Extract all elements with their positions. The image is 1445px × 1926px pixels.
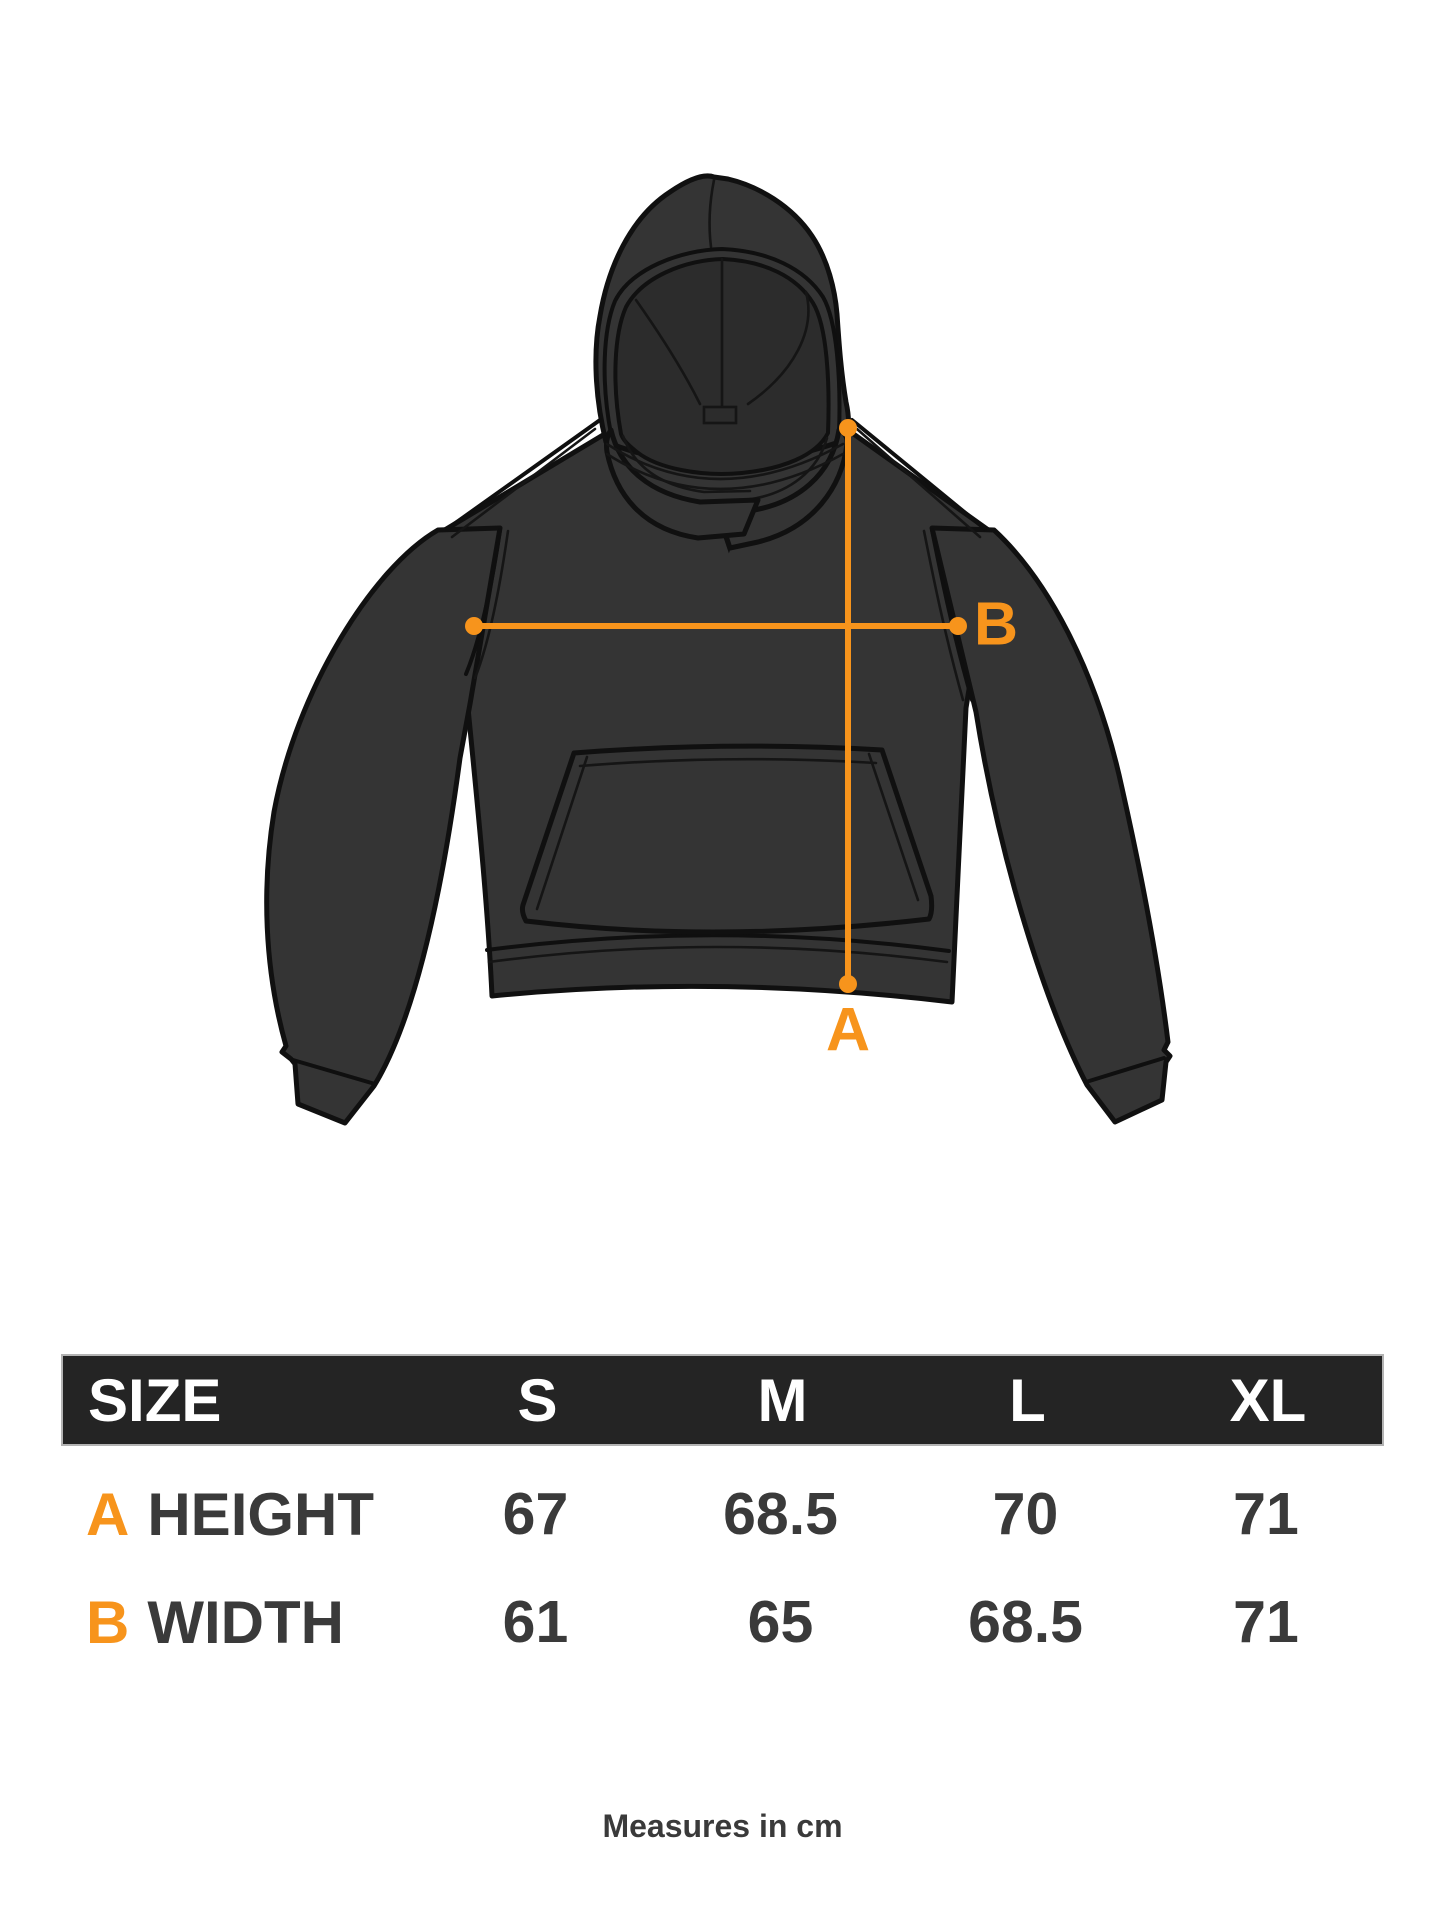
kangaroo-pocket	[519, 743, 935, 935]
column-header-m: M	[757, 1366, 808, 1434]
height-value-l: 70	[992, 1481, 1059, 1547]
row-name-width: WIDTH	[147, 1588, 344, 1656]
width-value-m: 65	[747, 1589, 814, 1655]
right-armhole-seam	[930, 528, 974, 702]
waistband-seam	[485, 933, 951, 953]
left-armhole-seam	[464, 528, 502, 676]
table-row-height: A HEIGHT 67 68.5 70 71	[61, 1460, 1384, 1568]
right-armhole-stitch	[922, 529, 965, 702]
right-cuff-seam	[1084, 1056, 1166, 1084]
width-value-s: 61	[502, 1589, 569, 1655]
size-table-header: SIZE S M L XL	[61, 1354, 1384, 1446]
height-value-s: 67	[502, 1481, 569, 1547]
left-shoulder-seam	[445, 418, 602, 531]
waistband-stitch	[487, 945, 949, 964]
hood-lining-right-seam	[746, 290, 810, 406]
height-value-xl: 71	[1233, 1481, 1299, 1547]
hood-inner-label	[702, 405, 738, 425]
width-value-l: 68.5	[968, 1589, 1083, 1655]
hood-rim	[602, 246, 842, 436]
row-label-height: A HEIGHT	[61, 1480, 413, 1549]
width-measure-label: B	[973, 589, 1019, 658]
yoke-seam	[605, 442, 845, 481]
height-value-m: 68.5	[723, 1481, 838, 1547]
column-header-l: L	[1009, 1366, 1046, 1434]
hood-top-seam	[708, 178, 716, 249]
measure-lines	[465, 419, 967, 993]
column-header-s: S	[517, 1366, 558, 1434]
size-column-header: SIZE	[88, 1366, 222, 1434]
left-sleeve	[264, 525, 503, 1126]
pocket-left-stitch	[535, 755, 589, 911]
pocket-right-stitch	[867, 752, 920, 902]
pocket-top-stitch	[578, 757, 878, 768]
width-value-xl: 71	[1233, 1589, 1299, 1655]
left-cuff-seam	[291, 1058, 377, 1086]
size-table: SIZE S M L XL A HEIGHT 67 68.5 70 71 B WID…	[61, 1354, 1384, 1676]
height-line-bottom-dot	[839, 975, 857, 993]
row-key-b: B	[86, 1588, 130, 1656]
height-measure-label: A	[825, 995, 871, 1064]
row-name-height: HEIGHT	[147, 1480, 375, 1548]
height-line-top-dot	[839, 419, 857, 437]
row-key-a: A	[86, 1480, 130, 1548]
left-shoulder-stitch	[450, 427, 597, 539]
units-note: Measures in cm	[602, 1808, 843, 1844]
row-label-width: B WIDTH	[61, 1588, 413, 1657]
width-line-left-dot	[465, 617, 483, 635]
yoke-stitch	[605, 452, 845, 491]
hood-lining-left-seam	[634, 298, 702, 406]
column-header-xl: XL	[1229, 1366, 1307, 1434]
collar-flap-left-stitch	[621, 434, 752, 494]
hoodie-illustration	[264, 173, 1173, 1126]
left-armhole-stitch	[473, 529, 510, 680]
right-shoulder-seam	[850, 418, 987, 531]
right-shoulder-stitch	[855, 427, 982, 539]
collar-flap-right-stitch	[744, 436, 829, 502]
table-row-width: B WIDTH 61 65 68.5 71	[61, 1568, 1384, 1676]
right-sleeve	[929, 525, 1173, 1125]
width-line-right-dot	[949, 617, 967, 635]
